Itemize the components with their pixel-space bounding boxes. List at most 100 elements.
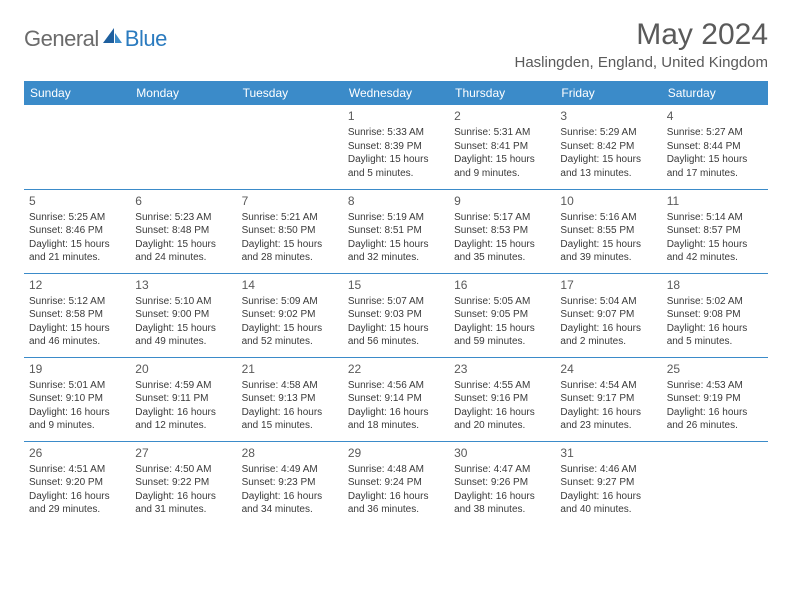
- day-number: 17: [560, 277, 656, 293]
- calendar-cell: [237, 105, 343, 189]
- cell-d1: Daylight: 16 hours: [667, 322, 763, 336]
- weekday-header: Friday: [555, 81, 661, 105]
- day-number: 25: [667, 361, 763, 377]
- cell-sunset: Sunset: 9:11 PM: [135, 392, 231, 406]
- cell-sunrise: Sunrise: 4:54 AM: [560, 379, 656, 393]
- cell-d2: and 59 minutes.: [454, 335, 550, 349]
- calendar-cell: 1Sunrise: 5:33 AMSunset: 8:39 PMDaylight…: [343, 105, 449, 189]
- cell-sunset: Sunset: 9:26 PM: [454, 476, 550, 490]
- cell-sunset: Sunset: 9:00 PM: [135, 308, 231, 322]
- cell-d1: Daylight: 16 hours: [560, 490, 656, 504]
- cell-d1: Daylight: 15 hours: [242, 322, 338, 336]
- cell-sunrise: Sunrise: 4:48 AM: [348, 463, 444, 477]
- cell-sunset: Sunset: 9:14 PM: [348, 392, 444, 406]
- cell-d1: Daylight: 16 hours: [135, 406, 231, 420]
- cell-sunset: Sunset: 8:55 PM: [560, 224, 656, 238]
- calendar-cell: 22Sunrise: 4:56 AMSunset: 9:14 PMDayligh…: [343, 357, 449, 441]
- cell-d2: and 5 minutes.: [348, 167, 444, 181]
- day-number: 14: [242, 277, 338, 293]
- cell-sunrise: Sunrise: 5:16 AM: [560, 211, 656, 225]
- cell-sunrise: Sunrise: 4:46 AM: [560, 463, 656, 477]
- calendar-cell: 26Sunrise: 4:51 AMSunset: 9:20 PMDayligh…: [24, 441, 130, 525]
- cell-sunrise: Sunrise: 5:21 AM: [242, 211, 338, 225]
- weekday-header: Tuesday: [237, 81, 343, 105]
- calendar-week-row: 1Sunrise: 5:33 AMSunset: 8:39 PMDaylight…: [24, 105, 768, 189]
- calendar-cell: 17Sunrise: 5:04 AMSunset: 9:07 PMDayligh…: [555, 273, 661, 357]
- cell-d2: and 52 minutes.: [242, 335, 338, 349]
- cell-d2: and 13 minutes.: [560, 167, 656, 181]
- cell-d2: and 23 minutes.: [560, 419, 656, 433]
- cell-d1: Daylight: 15 hours: [135, 238, 231, 252]
- cell-d1: Daylight: 16 hours: [348, 406, 444, 420]
- calendar-header-row: SundayMondayTuesdayWednesdayThursdayFrid…: [24, 81, 768, 105]
- cell-sunset: Sunset: 9:23 PM: [242, 476, 338, 490]
- cell-d1: Daylight: 15 hours: [667, 153, 763, 167]
- calendar-cell: 14Sunrise: 5:09 AMSunset: 9:02 PMDayligh…: [237, 273, 343, 357]
- cell-sunrise: Sunrise: 5:31 AM: [454, 126, 550, 140]
- cell-sunset: Sunset: 8:51 PM: [348, 224, 444, 238]
- weekday-header: Thursday: [449, 81, 555, 105]
- day-number: 15: [348, 277, 444, 293]
- cell-sunrise: Sunrise: 5:12 AM: [29, 295, 125, 309]
- cell-sunset: Sunset: 8:58 PM: [29, 308, 125, 322]
- day-number: 24: [560, 361, 656, 377]
- cell-sunrise: Sunrise: 4:53 AM: [667, 379, 763, 393]
- day-number: 29: [348, 445, 444, 461]
- calendar-cell: 3Sunrise: 5:29 AMSunset: 8:42 PMDaylight…: [555, 105, 661, 189]
- cell-sunrise: Sunrise: 5:17 AM: [454, 211, 550, 225]
- cell-sunset: Sunset: 9:02 PM: [242, 308, 338, 322]
- day-number: 28: [242, 445, 338, 461]
- cell-d2: and 18 minutes.: [348, 419, 444, 433]
- calendar-cell: 30Sunrise: 4:47 AMSunset: 9:26 PMDayligh…: [449, 441, 555, 525]
- cell-sunrise: Sunrise: 5:14 AM: [667, 211, 763, 225]
- cell-d1: Daylight: 16 hours: [242, 490, 338, 504]
- cell-sunset: Sunset: 8:39 PM: [348, 140, 444, 154]
- calendar-week-row: 26Sunrise: 4:51 AMSunset: 9:20 PMDayligh…: [24, 441, 768, 525]
- cell-d2: and 49 minutes.: [135, 335, 231, 349]
- weekday-header: Sunday: [24, 81, 130, 105]
- logo-sail-icon: [103, 28, 123, 49]
- logo: General Blue: [24, 18, 167, 52]
- cell-d1: Daylight: 15 hours: [560, 238, 656, 252]
- cell-d1: Daylight: 16 hours: [454, 406, 550, 420]
- cell-d2: and 31 minutes.: [135, 503, 231, 517]
- cell-sunrise: Sunrise: 5:29 AM: [560, 126, 656, 140]
- calendar-week-row: 5Sunrise: 5:25 AMSunset: 8:46 PMDaylight…: [24, 189, 768, 273]
- cell-d1: Daylight: 16 hours: [135, 490, 231, 504]
- day-number: 9: [454, 193, 550, 209]
- day-number: 23: [454, 361, 550, 377]
- cell-d2: and 46 minutes.: [29, 335, 125, 349]
- day-number: 4: [667, 108, 763, 124]
- cell-sunrise: Sunrise: 5:07 AM: [348, 295, 444, 309]
- cell-d1: Daylight: 16 hours: [348, 490, 444, 504]
- cell-d1: Daylight: 15 hours: [348, 238, 444, 252]
- cell-d1: Daylight: 16 hours: [560, 322, 656, 336]
- day-number: 11: [667, 193, 763, 209]
- cell-d2: and 28 minutes.: [242, 251, 338, 265]
- calendar-cell: 25Sunrise: 4:53 AMSunset: 9:19 PMDayligh…: [662, 357, 768, 441]
- day-number: 6: [135, 193, 231, 209]
- day-number: 3: [560, 108, 656, 124]
- cell-d1: Daylight: 15 hours: [667, 238, 763, 252]
- cell-d1: Daylight: 15 hours: [348, 322, 444, 336]
- cell-d2: and 42 minutes.: [667, 251, 763, 265]
- cell-sunset: Sunset: 9:03 PM: [348, 308, 444, 322]
- cell-d1: Daylight: 15 hours: [454, 322, 550, 336]
- day-number: 21: [242, 361, 338, 377]
- calendar-cell: 12Sunrise: 5:12 AMSunset: 8:58 PMDayligh…: [24, 273, 130, 357]
- cell-sunset: Sunset: 8:48 PM: [135, 224, 231, 238]
- day-number: 1: [348, 108, 444, 124]
- cell-d2: and 35 minutes.: [454, 251, 550, 265]
- cell-sunset: Sunset: 9:10 PM: [29, 392, 125, 406]
- cell-d2: and 56 minutes.: [348, 335, 444, 349]
- cell-d2: and 21 minutes.: [29, 251, 125, 265]
- weekday-header: Wednesday: [343, 81, 449, 105]
- calendar-cell: 31Sunrise: 4:46 AMSunset: 9:27 PMDayligh…: [555, 441, 661, 525]
- cell-d2: and 9 minutes.: [454, 167, 550, 181]
- header: General Blue May 2024 Haslingden, Englan…: [24, 18, 768, 77]
- cell-d2: and 39 minutes.: [560, 251, 656, 265]
- day-number: 30: [454, 445, 550, 461]
- cell-sunset: Sunset: 9:24 PM: [348, 476, 444, 490]
- cell-d2: and 29 minutes.: [29, 503, 125, 517]
- cell-d1: Daylight: 15 hours: [135, 322, 231, 336]
